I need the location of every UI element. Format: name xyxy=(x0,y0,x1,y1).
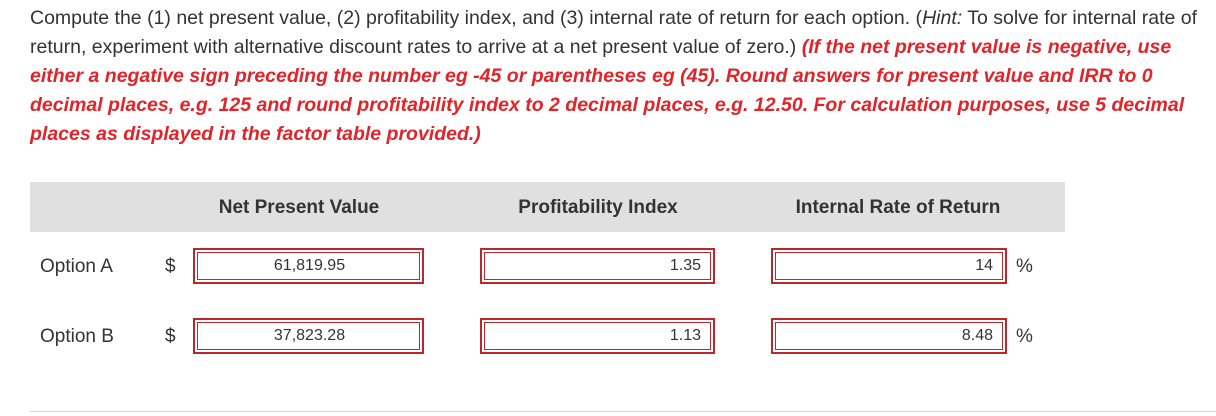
question-text: Compute the (1) net present value, (2) p… xyxy=(30,4,1216,149)
hint-label: Hint: xyxy=(922,7,963,29)
pi-field-option-b[interactable] xyxy=(480,318,715,354)
npv-field-option-b[interactable] xyxy=(193,318,424,354)
rounding-instructions: (If the net present value is negative, u… xyxy=(30,36,1185,145)
hint-text: To solve for internal rate of return, ex… xyxy=(30,7,1198,58)
pi-input-option-a[interactable] xyxy=(482,250,713,282)
irr-input-option-a[interactable] xyxy=(773,250,1005,282)
npv-input-option-b[interactable] xyxy=(195,320,422,352)
percent-sign: % xyxy=(1016,256,1033,277)
npv-field-option-a[interactable] xyxy=(193,248,424,284)
npv-input-option-a[interactable] xyxy=(195,250,422,282)
question-main: Compute the (1) net present value, (2) p… xyxy=(30,7,923,29)
row-label-option-b: Option B xyxy=(40,326,114,347)
pi-input-option-b[interactable] xyxy=(482,320,713,352)
percent-sign: % xyxy=(1016,326,1033,347)
table-header-bar xyxy=(30,182,1065,232)
divider xyxy=(30,411,1216,412)
dollar-sign: $ xyxy=(165,326,176,347)
irr-input-option-b[interactable] xyxy=(773,320,1005,352)
header-net-present-value: Net Present Value xyxy=(218,197,380,218)
pi-field-option-a[interactable] xyxy=(480,248,715,284)
header-internal-rate-of-return: Internal Rate of Return xyxy=(795,197,1001,218)
row-label-option-a: Option A xyxy=(40,256,113,277)
dollar-sign: $ xyxy=(165,256,176,277)
irr-field-option-a[interactable] xyxy=(771,248,1007,284)
irr-field-option-b[interactable] xyxy=(771,318,1007,354)
header-profitability-index: Profitability Index xyxy=(518,197,678,218)
